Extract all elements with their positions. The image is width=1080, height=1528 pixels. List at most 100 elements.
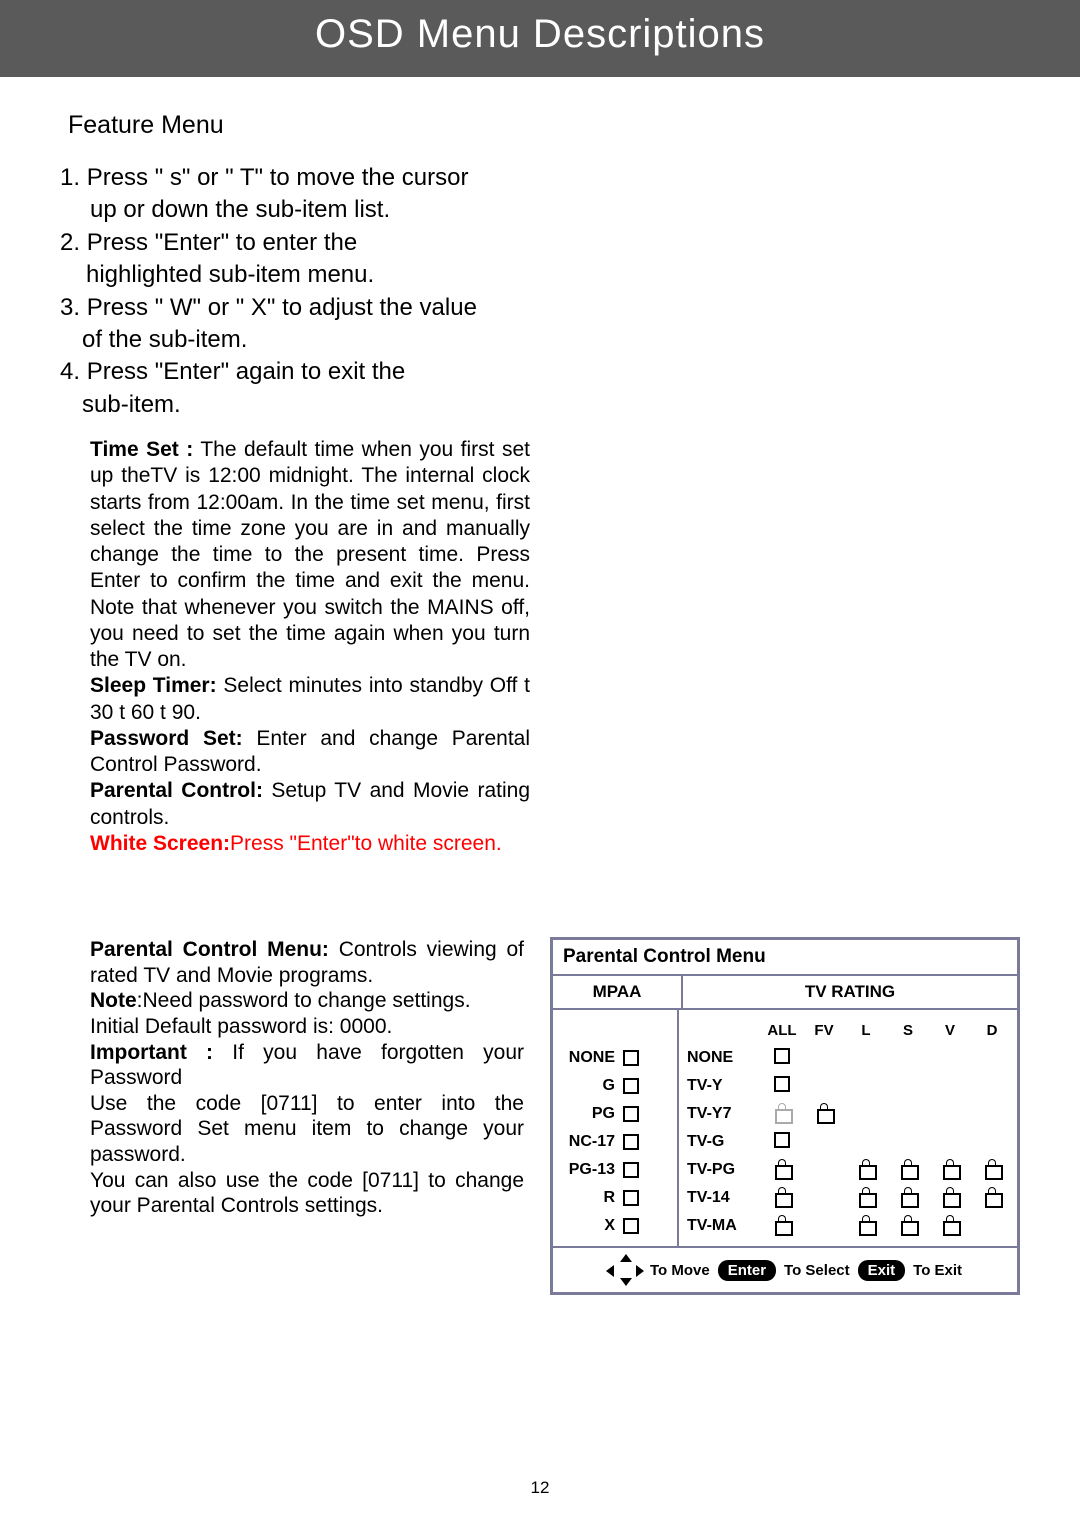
lock-icon[interactable] — [774, 1160, 790, 1176]
tv-rating-row: TV-14 — [683, 1184, 1013, 1212]
checkbox-icon[interactable] — [774, 1076, 790, 1092]
mpaa-label: PG — [553, 1105, 623, 1123]
parental-note: Note:Need password to change settings. — [90, 988, 524, 1014]
lock-icon[interactable] — [900, 1188, 916, 1204]
checkbox-icon[interactable] — [623, 1218, 639, 1234]
lock-icon[interactable] — [984, 1160, 1000, 1176]
page-header: OSD Menu Descriptions — [0, 0, 1080, 77]
mpaa-label: X — [553, 1217, 623, 1235]
tv-rating-row: TV-MA — [683, 1212, 1013, 1240]
checkbox-icon[interactable] — [774, 1132, 790, 1148]
lock-icon[interactable] — [942, 1188, 958, 1204]
mpaa-label: PG-13 — [553, 1161, 623, 1179]
checkbox-icon[interactable] — [623, 1162, 639, 1178]
steps-list: 1. Press " s" or " T" to move the cursor… — [60, 162, 1020, 421]
menu-footer: To Move Enter To Select Exit To Exit — [553, 1246, 1017, 1292]
parental-code-2: You can also use the code [0711] to chan… — [90, 1168, 524, 1219]
exit-button: Exit — [858, 1260, 906, 1281]
password-set-label: Password Set: — [90, 727, 243, 750]
mpaa-row: X — [553, 1212, 677, 1240]
parental-control-menu-box: Parental Control Menu MPAA TV RATING NON… — [550, 937, 1020, 1295]
time-set-desc: Time Set : The default time when you fir… — [90, 437, 530, 673]
mpaa-row: PG-13 — [553, 1156, 677, 1184]
tv-rating-label: TV-14 — [683, 1189, 761, 1207]
tv-rating-label: TV-MA — [683, 1217, 761, 1235]
parental-text: Parental Control Menu: Controls viewing … — [90, 937, 524, 1219]
checkbox-icon[interactable] — [623, 1078, 639, 1094]
tv-rating-row: NONE — [683, 1044, 1013, 1072]
parental-default-pw: Initial Default password is: 0000. — [90, 1014, 524, 1040]
tv-rating-label: TV-Y7 — [683, 1105, 761, 1123]
step-1-cont: up or down the sub-item list. — [60, 194, 1020, 226]
parental-important: Important : If you have forgotten your P… — [90, 1040, 524, 1091]
mpaa-row: NC-17 — [553, 1128, 677, 1156]
parental-control-label: Parental Control: — [90, 779, 263, 802]
mpaa-label: NONE — [553, 1049, 623, 1067]
step-4: 4. Press "Enter" again to exit the — [60, 356, 1020, 388]
lock-icon[interactable] — [858, 1216, 874, 1232]
parental-control-desc: Parental Control: Setup TV and Movie rat… — [90, 778, 530, 831]
mpaa-row: R — [553, 1184, 677, 1212]
lock-icon[interactable] — [942, 1216, 958, 1232]
tv-rating-row: TV-G — [683, 1128, 1013, 1156]
checkbox-icon[interactable] — [623, 1134, 639, 1150]
feature-descriptions: Time Set : The default time when you fir… — [90, 437, 530, 857]
footer-to-move: To Move — [650, 1262, 710, 1279]
tv-rating-label: TV-PG — [683, 1161, 761, 1179]
time-set-label: Time Set : — [90, 438, 193, 461]
lock-icon[interactable] — [774, 1216, 790, 1232]
mpaa-row: NONE — [553, 1044, 677, 1072]
checkbox-icon[interactable] — [623, 1190, 639, 1206]
menu-box-title: Parental Control Menu — [553, 940, 1017, 974]
page-number: 12 — [0, 1478, 1080, 1498]
mpaa-ratings-column: NONE G PG NC-17 PG-13 RX — [553, 1010, 679, 1246]
white-screen-desc: White Screen:Press "Enter"to white scree… — [90, 831, 530, 857]
sleep-timer-label: Sleep Timer: — [90, 674, 217, 697]
enter-button: Enter — [718, 1260, 776, 1281]
sleep-timer-desc: Sleep Timer: Select minutes into standby… — [90, 673, 530, 726]
step-4-cont: sub-item. — [60, 389, 1020, 421]
footer-to-exit: To Exit — [913, 1262, 962, 1279]
step-2-cont: highlighted sub-item menu. — [60, 259, 1020, 291]
tv-columns-header: ALL FV L S V D — [683, 1016, 1013, 1044]
step-1: 1. Press " s" or " T" to move the cursor — [60, 162, 1020, 194]
lock-icon[interactable] — [774, 1188, 790, 1204]
checkbox-icon[interactable] — [774, 1048, 790, 1064]
white-screen-label: White Screen: — [90, 832, 230, 855]
tv-rating-row: TV-Y7 — [683, 1100, 1013, 1128]
tv-rating-row: TV-PG — [683, 1156, 1013, 1184]
step-3-cont: of the sub-item. — [60, 324, 1020, 356]
checkbox-icon[interactable] — [623, 1050, 639, 1066]
lock-icon[interactable] — [900, 1160, 916, 1176]
lock-icon[interactable] — [858, 1160, 874, 1176]
step-2: 2. Press "Enter" to enter the — [60, 227, 1020, 259]
tv-rating-header: TV RATING — [683, 976, 1017, 1010]
mpaa-label: NC-17 — [553, 1133, 623, 1151]
lock-icon[interactable] — [858, 1188, 874, 1204]
mpaa-header: MPAA — [553, 976, 681, 1010]
tv-rating-label: NONE — [683, 1049, 761, 1067]
tv-rating-label: TV-Y — [683, 1077, 761, 1095]
parental-code-1: Use the code [0711] to enter into the Pa… — [90, 1091, 524, 1168]
tv-ratings-column: ALL FV L S V D NONE TV-Y TV-Y7 TV-G TV-PG TV-… — [679, 1010, 1017, 1246]
lock-icon[interactable] — [774, 1104, 790, 1120]
lock-icon[interactable] — [816, 1104, 832, 1120]
lock-icon[interactable] — [984, 1188, 1000, 1204]
section-title: Feature Menu — [68, 111, 1020, 140]
step-3: 3. Press " W" or " X" to adjust the valu… — [60, 292, 1020, 324]
mpaa-label: G — [553, 1077, 623, 1095]
parental-menu-desc: Parental Control Menu: Controls viewing … — [90, 937, 524, 988]
lock-icon[interactable] — [900, 1216, 916, 1232]
main-content: Feature Menu 1. Press " s" or " T" to mo… — [0, 77, 1080, 1295]
tv-rating-row: TV-Y — [683, 1072, 1013, 1100]
mpaa-row: PG — [553, 1100, 677, 1128]
checkbox-icon[interactable] — [623, 1106, 639, 1122]
dpad-icon — [608, 1256, 642, 1284]
mpaa-row: G — [553, 1072, 677, 1100]
tv-rating-label: TV-G — [683, 1133, 761, 1151]
password-set-desc: Password Set: Enter and change Parental … — [90, 726, 530, 779]
footer-to-select: To Select — [784, 1262, 850, 1279]
parental-section: Parental Control Menu: Controls viewing … — [60, 937, 1020, 1295]
mpaa-label: R — [553, 1189, 623, 1207]
lock-icon[interactable] — [942, 1160, 958, 1176]
